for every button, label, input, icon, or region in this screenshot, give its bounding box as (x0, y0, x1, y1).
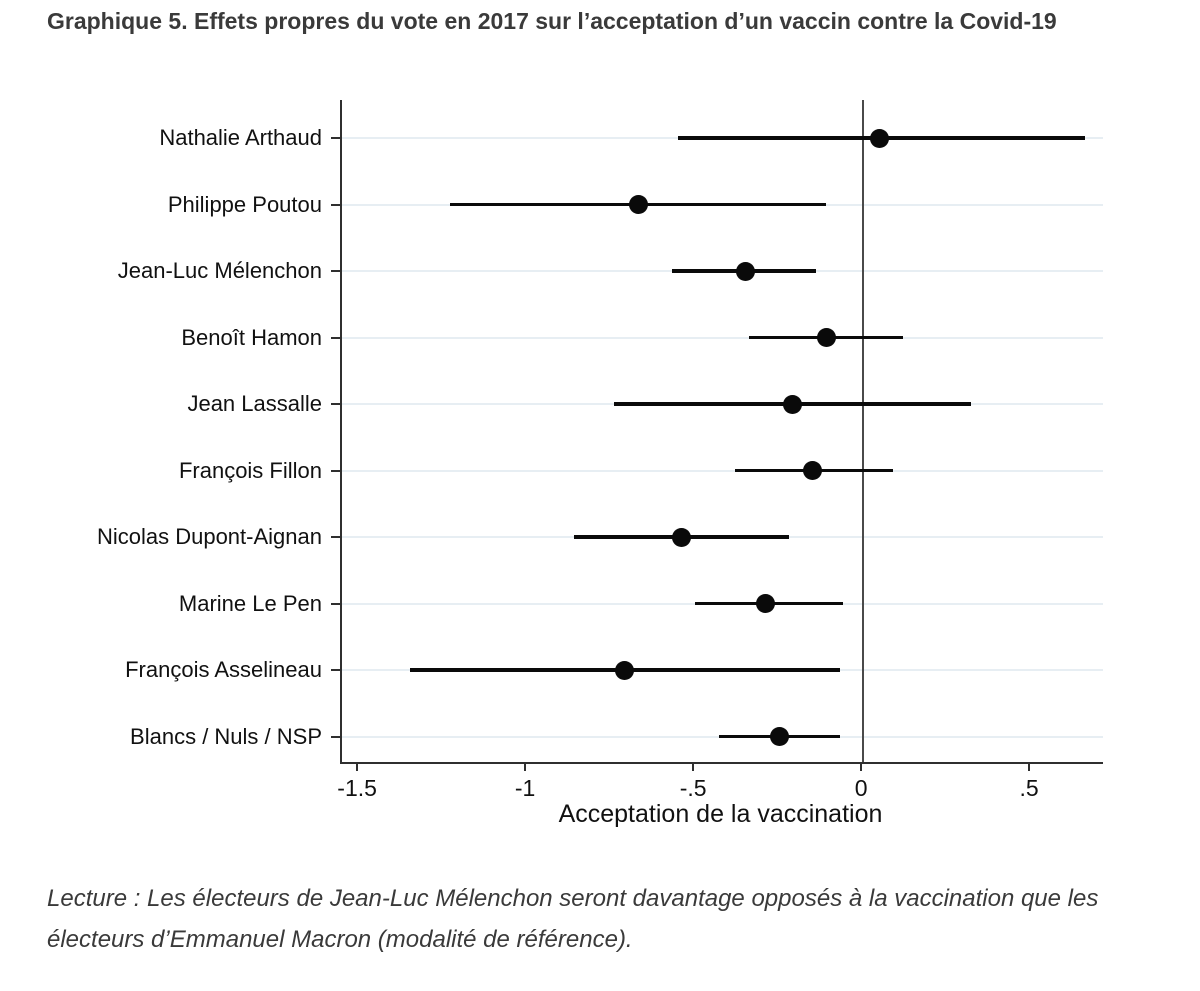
x-axis-tick (524, 762, 527, 771)
y-axis-label: Benoît Hamon (181, 324, 322, 350)
point-estimate-marker (816, 328, 836, 347)
x-axis-tick-label: -1.5 (337, 775, 377, 801)
y-axis-tick (331, 137, 340, 139)
y-axis-label: Nathalie Arthaud (159, 125, 322, 150)
y-axis-label: Nicolas Dupont-Aignan (96, 524, 322, 549)
y-axis-label: Jean-Luc Mélenchon (117, 258, 322, 283)
y-axis-label: Marine Le Pen (178, 590, 322, 616)
y-axis-label: Blancs / Nuls / NSP (130, 723, 322, 749)
point-estimate-marker (783, 394, 803, 414)
point-estimate-marker (615, 660, 635, 680)
x-axis-tick (860, 762, 863, 771)
y-axis-tick (331, 270, 340, 272)
zero-reference-line (861, 100, 865, 762)
y-axis-tick (331, 735, 340, 738)
reading-note: Lecture : Les électeurs de Jean-Luc Méle… (47, 885, 1099, 953)
point-estimate-marker (756, 594, 776, 613)
y-axis-tick (331, 602, 340, 605)
gridline (342, 469, 1103, 472)
x-axis-tick (1028, 762, 1031, 771)
y-axis-tick (331, 336, 340, 339)
gridline (342, 336, 1103, 339)
y-axis-tick (331, 536, 340, 538)
x-axis-tick-label: -1 (514, 775, 536, 801)
y-axis-label: Jean Lassalle (187, 391, 322, 416)
point-estimate-marker (769, 727, 789, 746)
x-axis-tick-label: .5 (1019, 775, 1039, 801)
x-axis-tick-label: 0 (854, 775, 868, 801)
point-estimate-marker (628, 195, 648, 214)
point-estimate-marker (870, 128, 890, 148)
y-axis-tick (331, 203, 340, 206)
y-axis-tick (331, 669, 340, 671)
y-axis-tick (331, 403, 340, 405)
point-estimate-marker (736, 261, 755, 281)
y-axis-label: François Fillon (178, 457, 322, 483)
x-axis-tick-label: -.5 (679, 775, 707, 801)
x-axis-tick (356, 762, 359, 771)
x-axis-tick (692, 762, 695, 771)
y-axis-label: François Asselineau (125, 657, 322, 682)
point-estimate-marker (803, 461, 823, 480)
y-axis-label: Philippe Poutou (167, 191, 322, 217)
point-estimate-marker (672, 527, 692, 547)
x-axis-title: Acceptation de la vaccination (558, 800, 883, 828)
plot-area (340, 100, 1103, 764)
chart-title: Graphique 5. Effets propres du vote en 2… (47, 8, 1057, 34)
y-axis-tick (331, 469, 340, 472)
